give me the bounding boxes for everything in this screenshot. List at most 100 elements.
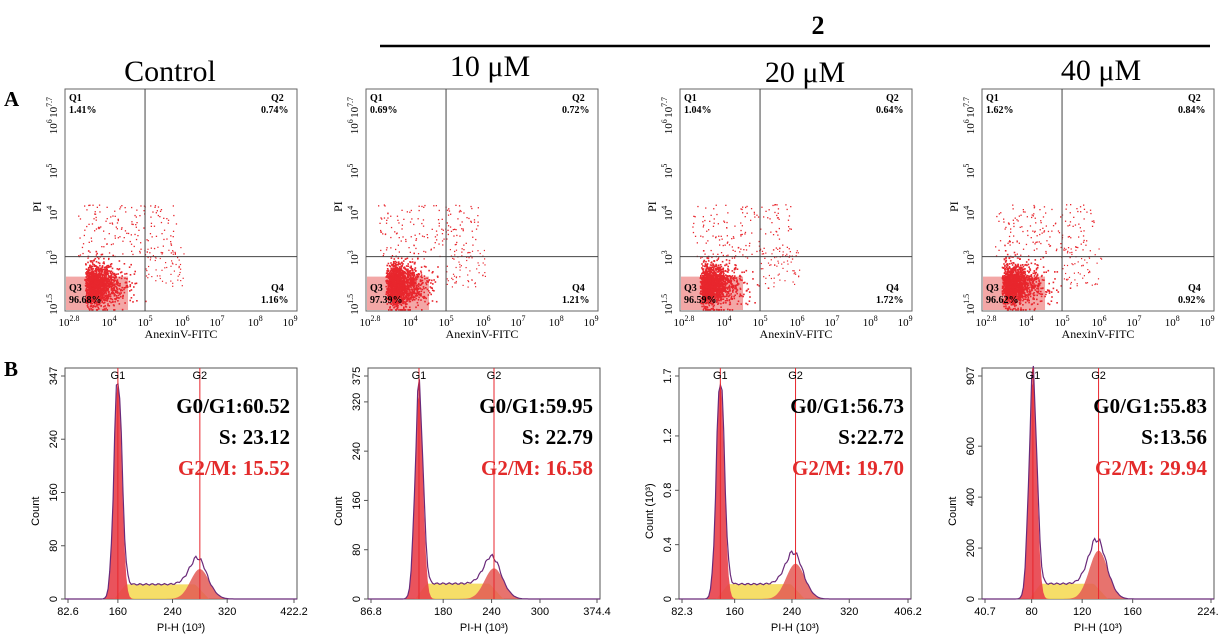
event-dot <box>388 309 390 311</box>
event-dot <box>108 286 110 288</box>
event-dot <box>428 290 430 292</box>
event-dot <box>417 293 419 295</box>
event-dot <box>127 286 129 288</box>
event-dot <box>413 297 415 299</box>
event-dot <box>124 237 125 238</box>
event-dot <box>461 252 462 253</box>
event-dot <box>754 302 756 304</box>
event-dot <box>746 283 748 285</box>
event-dot <box>450 214 451 215</box>
event-dot <box>134 273 136 275</box>
event-dot <box>157 247 158 248</box>
event-dot <box>719 274 721 276</box>
event-dot <box>721 291 723 293</box>
event-dot <box>479 272 480 273</box>
event-dot <box>717 284 719 286</box>
y-tick-label-text: 105 <box>346 164 361 179</box>
x-tick-label: 104 <box>403 314 418 329</box>
y-tick-label-text: 101.5 <box>45 294 60 315</box>
event-dot <box>399 269 401 271</box>
y-tick-label-text: 104 <box>346 206 361 221</box>
event-dot <box>380 231 381 232</box>
event-dot <box>421 206 422 207</box>
event-dot <box>180 247 181 248</box>
event-dot <box>126 285 128 287</box>
event-dot <box>146 239 147 240</box>
event-dot <box>472 237 473 238</box>
event-dot <box>109 305 111 307</box>
event-dot <box>423 297 425 299</box>
event-dot <box>162 252 163 253</box>
y-tick-label: 101.5 <box>45 294 60 315</box>
event-dot <box>397 279 399 281</box>
event-dot <box>95 258 97 260</box>
event-dot <box>121 229 122 230</box>
event-dot <box>111 263 113 265</box>
event-dot <box>100 268 102 270</box>
event-dot <box>107 289 109 291</box>
event-dot <box>384 205 385 206</box>
event-dot <box>424 278 426 280</box>
y-tick-label-text: 103 <box>346 250 361 265</box>
event-dot <box>94 291 96 293</box>
event-dot <box>107 303 109 305</box>
event-dot <box>423 207 424 208</box>
event-dot <box>119 236 120 237</box>
event-dot <box>85 281 87 283</box>
event-dot <box>701 263 703 265</box>
event-dot <box>134 246 135 247</box>
event-dot <box>122 290 124 292</box>
event-dot <box>411 294 413 296</box>
event-dot <box>740 288 742 290</box>
event-dot <box>140 249 141 250</box>
event-dot <box>112 301 114 303</box>
event-dot <box>397 307 399 309</box>
event-dot <box>121 287 123 289</box>
event-dot <box>456 282 457 283</box>
event-dot <box>469 252 470 253</box>
event-dot <box>425 298 427 300</box>
event-dot <box>173 215 174 216</box>
event-dot <box>727 278 729 280</box>
event-dot <box>170 235 171 236</box>
event-dot <box>396 289 398 291</box>
event-dot <box>727 271 729 273</box>
event-dot <box>180 272 181 273</box>
event-dot <box>442 233 443 234</box>
q4-value: 1.16% <box>261 295 289 306</box>
event-dot <box>415 276 417 278</box>
event-dot <box>428 294 430 296</box>
event-dot <box>168 220 169 221</box>
event-dot <box>86 226 87 227</box>
event-dot <box>702 269 704 271</box>
event-dot <box>417 305 419 307</box>
event-dot <box>90 308 92 310</box>
event-dot <box>393 293 395 295</box>
event-dot <box>180 264 181 265</box>
event-dot <box>414 263 416 265</box>
event-dot <box>119 283 121 285</box>
event-dot <box>406 280 408 282</box>
event-dot <box>107 207 108 208</box>
event-dot <box>732 309 734 311</box>
event-dot <box>107 278 109 280</box>
event-dot <box>84 230 85 231</box>
event-dot <box>447 222 448 223</box>
event-dot <box>466 267 467 268</box>
event-dot <box>398 222 399 223</box>
event-dot <box>413 224 414 225</box>
event-dot <box>117 290 119 292</box>
event-dot <box>104 309 106 311</box>
event-dot <box>86 268 88 270</box>
event-dot <box>711 308 713 310</box>
event-dot <box>114 284 116 286</box>
event-dot <box>398 286 400 288</box>
event-dot <box>107 218 108 219</box>
event-dot <box>90 261 92 263</box>
event-dot <box>426 284 428 286</box>
event-dot <box>731 283 733 285</box>
event-dot <box>470 206 471 207</box>
